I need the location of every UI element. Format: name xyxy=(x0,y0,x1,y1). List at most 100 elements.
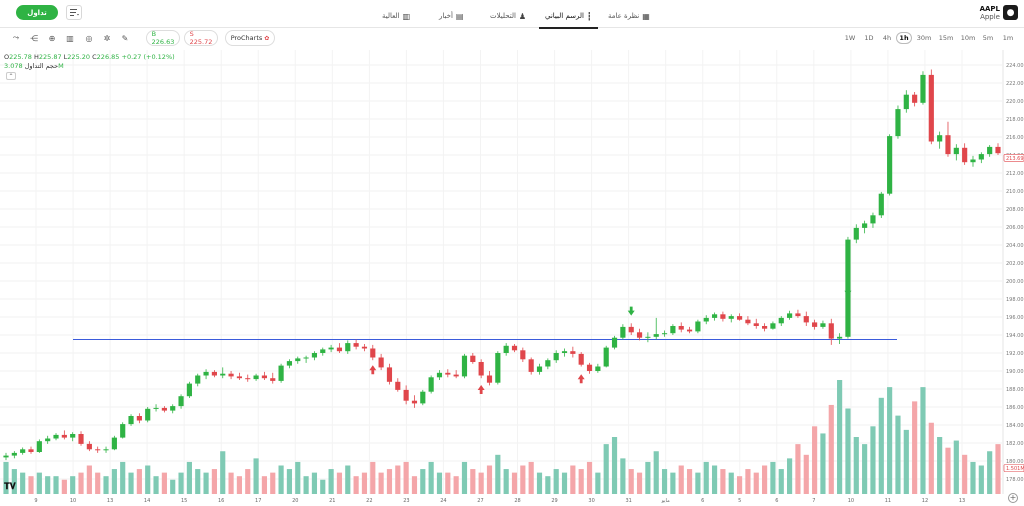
add-chart-icon[interactable]: + xyxy=(1008,493,1018,503)
candle-body xyxy=(236,376,242,379)
y-tick-label: 212.00 xyxy=(1006,171,1024,177)
timeframe-1d[interactable]: 1D xyxy=(864,34,874,42)
volume-bar xyxy=(120,461,126,494)
volume-bar xyxy=(486,465,493,494)
volume-bar xyxy=(245,469,251,494)
volume-bar xyxy=(61,479,67,494)
sell-price-button[interactable]: S 225.72 xyxy=(184,30,218,46)
volume-bar xyxy=(720,469,726,494)
tab-chart[interactable]: الرسم البياني ┇ xyxy=(539,8,598,29)
volume-bar xyxy=(286,469,293,494)
candle-body xyxy=(411,400,418,404)
volume-bar xyxy=(770,461,776,494)
ohlc-high-label: H xyxy=(33,53,39,61)
x-tick-label: 27 xyxy=(477,498,483,504)
volume-bar xyxy=(370,461,376,494)
volume-bar xyxy=(345,465,351,494)
candle-body xyxy=(186,383,192,397)
tradingview-logo-icon: 𝐓𝐕 xyxy=(4,482,16,492)
x-tick-label: 10 xyxy=(848,498,854,504)
collapse-legend-button[interactable]: ⌃ xyxy=(6,72,16,80)
candle-body xyxy=(728,316,734,319)
x-tick-label: 21 xyxy=(329,498,335,504)
timeframe-15m[interactable]: 15m xyxy=(938,34,954,42)
volume-bar xyxy=(86,465,92,494)
candle-body xyxy=(653,334,659,337)
candle-body xyxy=(578,353,584,365)
tab-analysis-label: التحليلات xyxy=(490,12,516,20)
candle-body xyxy=(253,375,259,380)
candle-body xyxy=(520,350,526,360)
volume-bar xyxy=(878,397,884,494)
candle-body xyxy=(803,316,809,323)
volume-bar xyxy=(53,476,59,494)
grid-icon: ▦ xyxy=(642,11,650,21)
candle-body xyxy=(78,434,84,444)
x-tick-label: 16 xyxy=(218,498,224,504)
volume-bar xyxy=(145,465,151,494)
volume-bar xyxy=(820,433,826,494)
indicators-icon[interactable]: ⤳ xyxy=(12,33,20,42)
candle-body xyxy=(820,323,826,327)
menu-button[interactable] xyxy=(66,5,82,20)
procharts-button[interactable]: ProCharts ✿ xyxy=(225,30,275,46)
signal-arrow-up-icon xyxy=(577,374,585,384)
price-chart[interactable]: 224.00222.00220.00218.00216.00214.00212.… xyxy=(0,50,1024,506)
volume-bar xyxy=(528,461,534,494)
volume-bar xyxy=(420,469,426,494)
analyst-icon: ♟ xyxy=(518,11,527,21)
x-tick-label: 30 xyxy=(588,498,594,504)
tab-overview[interactable]: نظرة عامة ▦ xyxy=(608,8,650,24)
timeframe-10m[interactable]: 10m xyxy=(960,34,976,42)
volume-bar xyxy=(787,458,793,494)
ohlc-open-label: O xyxy=(4,53,10,61)
volume-bar xyxy=(586,461,593,494)
candle-body xyxy=(153,407,159,409)
timeframe-4h[interactable]: 4h xyxy=(882,34,892,42)
volume-bar xyxy=(95,472,101,494)
y-tick-label: 180.00 xyxy=(1006,459,1024,465)
y-tick-label: 192.00 xyxy=(1006,351,1024,357)
settings-icon[interactable]: ✲ xyxy=(103,33,111,43)
volume-bar xyxy=(411,476,418,494)
timeframe-30m[interactable]: 30m xyxy=(916,34,932,42)
compare-icon[interactable]: ⊕ xyxy=(48,33,56,43)
timeframe-1m[interactable]: 1m xyxy=(1002,34,1014,42)
candle-body xyxy=(978,154,984,160)
candle-body xyxy=(311,353,318,358)
timeframe-1h[interactable]: 1h xyxy=(896,32,912,44)
tab-analysis[interactable]: التحليلات ♟ xyxy=(490,8,526,24)
current-price-label: 213.69 xyxy=(1006,156,1024,162)
buy-price-button[interactable]: B 226.63 xyxy=(146,30,180,46)
bar-chart-icon[interactable]: ▥ xyxy=(66,33,74,43)
candle-body xyxy=(220,373,226,376)
trade-button[interactable]: تداول xyxy=(16,5,58,20)
x-tick-label: 13 xyxy=(959,498,965,504)
volume-bar xyxy=(837,380,843,494)
tab-news[interactable]: أخبار ▤ xyxy=(439,8,463,24)
target-icon[interactable]: ◎ xyxy=(85,33,93,43)
candle-body xyxy=(353,343,359,347)
volume-bar xyxy=(728,472,734,494)
volume-bar xyxy=(928,422,934,494)
volume-bar xyxy=(603,444,609,494)
candle-body xyxy=(245,378,251,380)
candle-body xyxy=(420,391,426,404)
candle-body xyxy=(511,345,518,351)
candle-body xyxy=(870,215,876,224)
candle-body xyxy=(962,147,968,163)
share-icon[interactable]: ⋲ xyxy=(30,33,38,43)
timeframe-5m[interactable]: 5m xyxy=(982,34,994,42)
candle-body xyxy=(661,333,668,335)
candle-body xyxy=(670,326,676,334)
volume-bar xyxy=(620,458,626,494)
timeframe-1w[interactable]: 1W xyxy=(844,34,856,42)
procharts-label: ProCharts xyxy=(230,34,263,42)
volume-bar xyxy=(611,437,618,494)
pencil-icon[interactable]: ✎ xyxy=(121,33,129,43)
volume-bar xyxy=(628,469,634,494)
tab-finance[interactable]: العالية ▥ xyxy=(382,8,410,24)
candle-body xyxy=(595,366,601,371)
signal-arrow-down-icon xyxy=(627,306,635,316)
volume-label: حجم التداول xyxy=(24,62,59,70)
